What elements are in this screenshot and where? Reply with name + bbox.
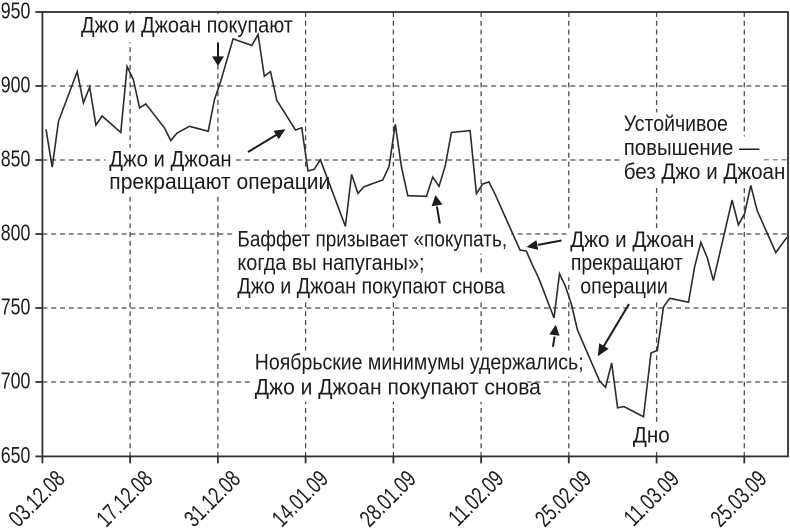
svg-text:прекращают: прекращают — [571, 251, 683, 276]
svg-text:25.02.09: 25.02.09 — [530, 466, 596, 530]
svg-text:когда вы напуганы»;: когда вы напуганы»; — [237, 251, 424, 275]
svg-text:03.12.08: 03.12.08 — [4, 466, 70, 530]
svg-text:Устойчивое: Устойчивое — [624, 112, 728, 137]
svg-text:Джо и Джоан покупают снова: Джо и Джоан покупают снова — [255, 374, 542, 400]
svg-text:800: 800 — [1, 220, 31, 246]
svg-text:11.02.09: 11.02.09 — [444, 466, 509, 530]
svg-text:повышение —: повышение — — [624, 135, 760, 160]
svg-text:11.03.09: 11.03.09 — [619, 466, 684, 530]
svg-text:прекращают операции: прекращают операции — [109, 168, 330, 194]
svg-text:Джо и Джоан покупают: Джо и Джоан покупают — [81, 14, 293, 38]
svg-text:17.12.08: 17.12.08 — [92, 466, 158, 530]
svg-text:14.01.09: 14.01.09 — [267, 466, 333, 530]
svg-text:31.12.08: 31.12.08 — [179, 466, 245, 530]
svg-text:950: 950 — [1, 0, 31, 24]
svg-text:650: 650 — [1, 443, 31, 469]
svg-text:Баффет призывает «покупать,: Баффет призывает «покупать, — [237, 227, 507, 252]
svg-text:Джо и Джоан: Джо и Джоан — [570, 227, 694, 252]
svg-text:Джо и Джоан: Джо и Джоан — [109, 147, 231, 172]
svg-text:операции: операции — [580, 275, 668, 299]
svg-text:700: 700 — [1, 368, 31, 394]
svg-text:без Джо и Джоан: без Джо и Джоан — [624, 159, 786, 184]
svg-text:750: 750 — [1, 294, 31, 320]
svg-text:28.01.09: 28.01.09 — [355, 466, 421, 530]
svg-text:850: 850 — [1, 146, 31, 172]
svg-text:Джо и Джоан покупают снова: Джо и Джоан покупают снова — [237, 274, 505, 298]
svg-text:25.03.09: 25.03.09 — [706, 466, 772, 530]
svg-text:Дно: Дно — [633, 423, 670, 448]
svg-text:Ноябрьские минимумы удержались: Ноябрьские минимумы удержались; — [255, 350, 584, 375]
svg-text:900: 900 — [1, 72, 31, 98]
